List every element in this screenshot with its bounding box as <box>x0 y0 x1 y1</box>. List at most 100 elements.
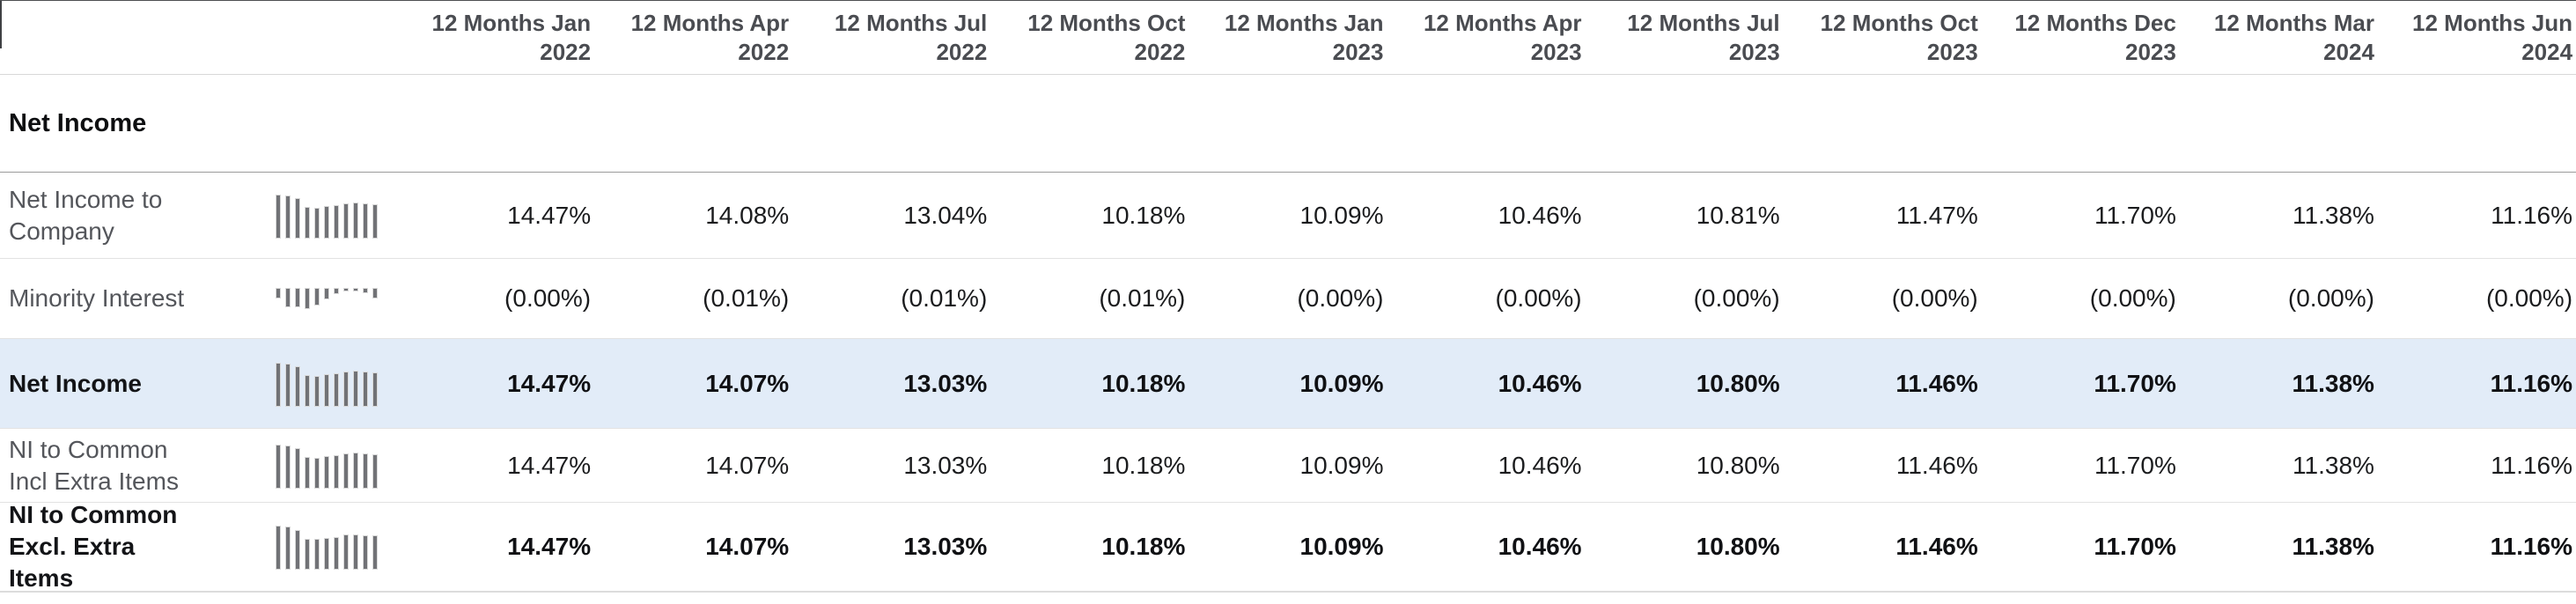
cell-value: 11.38% <box>2293 451 2374 479</box>
spark-bar <box>276 526 281 570</box>
spark-bar <box>372 453 378 489</box>
spark-bar <box>334 373 339 407</box>
column-header[interactable]: 12 Months Dec 2023 <box>2014 10 2176 65</box>
sparkline-cell <box>264 193 396 239</box>
spark-bar <box>285 195 291 239</box>
cell-value: 11.38% <box>2292 369 2374 397</box>
column-header[interactable]: 12 Months Apr 2023 <box>1423 10 1582 65</box>
table-row[interactable]: Net Income 14.47% 14.07% 13.03% 10.18% 10.09… <box>0 339 2576 429</box>
column-header[interactable]: 12 Months Jan 2022 <box>431 10 592 65</box>
spark-bar <box>372 288 378 298</box>
cell-value: 14.47% <box>507 533 592 560</box>
row-label: NI to Common Excl. Extra Items <box>0 499 264 594</box>
spark-bar <box>353 288 358 291</box>
cell-value: 10.46% <box>1498 201 1582 229</box>
spark-bar <box>363 534 368 570</box>
section-header-row: Net Income <box>0 75 2576 173</box>
cell-value: 13.03% <box>903 451 988 479</box>
cell-value: (0.00%) <box>1495 284 1582 312</box>
cell-value: (0.01%) <box>703 284 790 312</box>
cell-value: 10.09% <box>1299 201 1384 229</box>
section-title: Net Income <box>9 108 147 137</box>
column-header[interactable]: 12 Months Jan 2023 <box>1224 10 1384 65</box>
column-header[interactable]: 12 Months Oct 2022 <box>1027 10 1186 65</box>
cell-value: 11.47% <box>1895 201 1978 229</box>
spark-bar <box>305 288 310 309</box>
cell-value: 10.46% <box>1498 369 1582 397</box>
spark-bar <box>276 362 281 407</box>
spark-bar <box>305 457 310 489</box>
column-header[interactable]: 12 Months Oct 2023 <box>1820 10 1978 65</box>
row-label: Net Income <box>0 368 264 400</box>
cell-value: 11.70% <box>2094 369 2176 397</box>
sparkline-chart <box>276 276 378 321</box>
cell-value: 14.47% <box>507 369 592 397</box>
cell-value: 11.16% <box>2490 369 2573 397</box>
spark-bar <box>353 203 358 239</box>
cell-value: 11.70% <box>2094 201 2176 229</box>
table-row[interactable]: Net Income to Company 14.47% 14.08% 13.04%… <box>0 173 2576 259</box>
table-row[interactable]: Minority Interest (0.00%) (0.01%) (0.01%) (… <box>0 259 2576 339</box>
spark-bar <box>353 371 358 407</box>
spark-bar <box>314 457 320 489</box>
spark-bar <box>363 372 368 407</box>
cell-value: 11.46% <box>1895 533 1978 560</box>
sparkline-chart <box>276 193 378 239</box>
cell-value: 11.16% <box>2491 451 2573 479</box>
spark-bar <box>295 366 300 407</box>
cell-value: (0.00%) <box>2089 284 2176 312</box>
cell-value: (0.00%) <box>2287 284 2374 312</box>
spark-bar <box>343 371 349 407</box>
spark-bar <box>353 534 358 570</box>
cell-value: (0.00%) <box>1693 284 1780 312</box>
cell-value: 11.70% <box>2094 533 2176 560</box>
column-header[interactable]: 12 Months Jun 2024 <box>2412 10 2573 65</box>
row-label-text: NI to Common Incl Extra Items <box>9 435 179 495</box>
column-header[interactable]: 12 Months Apr 2022 <box>630 10 790 65</box>
spark-bar <box>363 453 368 489</box>
row-label-text: NI to Common Excl. Extra Items <box>9 501 178 592</box>
row-label: Minority Interest <box>0 283 264 314</box>
cell-value: 10.80% <box>1696 451 1780 479</box>
sparkline-cell <box>264 361 396 407</box>
column-header[interactable]: 12 Months Jul 2023 <box>1627 10 1780 65</box>
cell-value: 10.09% <box>1299 451 1384 479</box>
spark-bar <box>285 288 291 307</box>
spark-bar <box>305 207 310 239</box>
spark-bar <box>324 537 329 570</box>
cell-value: 14.47% <box>507 451 592 479</box>
cell-value: 14.47% <box>507 201 592 229</box>
table-row[interactable]: NI to Common Excl. Extra Items 14.47% 14.… <box>0 501 2576 593</box>
spark-bar <box>285 363 291 407</box>
row-label: NI to Common Incl Extra Items <box>0 434 264 497</box>
table-row[interactable]: NI to Common Incl Extra Items 14.47% 14.0… <box>0 429 2576 503</box>
cell-value: (0.00%) <box>1891 284 1978 312</box>
spark-bar <box>343 534 349 570</box>
spark-bar <box>334 205 339 239</box>
spark-bar <box>285 527 291 570</box>
column-header[interactable]: 12 Months Jul 2022 <box>834 10 988 65</box>
table-header-row: 12 Months Jan 2022 12 Months Apr 2022 12 M… <box>0 1 2576 75</box>
spark-bar <box>343 203 349 239</box>
column-header[interactable]: 12 Months Mar 2024 <box>2213 10 2374 65</box>
cell-value: (0.00%) <box>504 284 592 312</box>
spark-bar <box>372 203 378 239</box>
cell-value: 10.80% <box>1696 369 1780 397</box>
spark-bar <box>314 288 320 306</box>
cell-value: 10.80% <box>1696 533 1780 560</box>
spark-bar <box>343 288 349 291</box>
spark-bar <box>372 535 378 570</box>
spark-bar <box>363 288 368 293</box>
spark-bar <box>305 538 310 570</box>
cell-value: 10.81% <box>1696 201 1780 229</box>
spark-bar <box>276 444 281 489</box>
cell-value: 13.04% <box>903 201 988 229</box>
cell-value: 11.46% <box>1895 451 1978 479</box>
sparkline-cell <box>264 443 396 489</box>
spark-bar <box>305 375 310 407</box>
cell-value: 10.09% <box>1299 533 1384 560</box>
sparkline-chart <box>276 361 378 407</box>
cell-value: 14.08% <box>705 201 790 229</box>
cell-value: 14.07% <box>705 451 790 479</box>
